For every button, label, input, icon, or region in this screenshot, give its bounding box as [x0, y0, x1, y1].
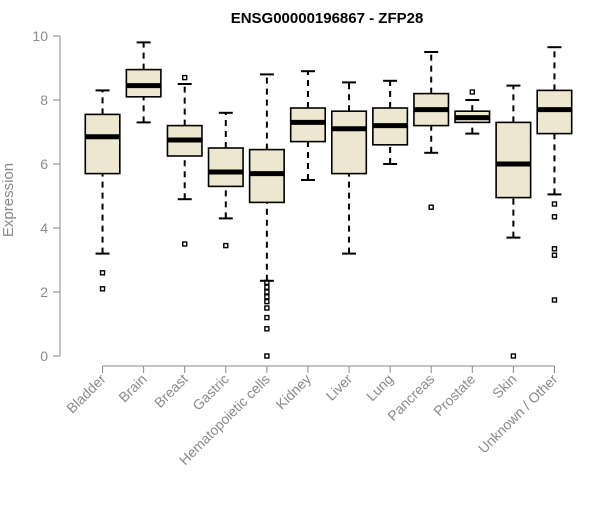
boxes-group — [84, 41, 573, 359]
outlier-4-3 — [264, 294, 270, 300]
x-tick-label-6: Liver — [322, 371, 355, 404]
y-tick-label-0: 0 — [40, 348, 48, 364]
box-rect-0 — [84, 113, 121, 175]
y-tick-label-5: 10 — [32, 28, 48, 44]
box-3 — [207, 111, 244, 249]
outlier-4-5 — [264, 305, 270, 311]
y-tick-label-2: 4 — [40, 220, 48, 236]
outlier-10-0 — [510, 353, 517, 359]
y-tick-label-3: 6 — [40, 156, 48, 172]
chart-title: ENSG00000196867 - ZFP28 — [231, 10, 424, 27]
x-tick-label-0: Bladder — [63, 371, 109, 417]
x-tick-label-5: Kidney — [272, 371, 314, 413]
box-6 — [330, 81, 368, 255]
box-5 — [289, 70, 327, 181]
outlier-11-1 — [551, 214, 558, 220]
x-tick-label-7: Lung — [363, 371, 396, 404]
outlier-2-0 — [182, 74, 188, 81]
outlier-3-0 — [223, 242, 229, 249]
outlier-11-3 — [551, 252, 558, 258]
outlier-4-0 — [264, 279, 270, 286]
y-axis: 0 2 4 6 8 10 — [32, 28, 61, 364]
x-tick-label-1: Brain — [115, 371, 149, 405]
box-9 — [454, 89, 491, 135]
box-10 — [495, 84, 532, 359]
outlier-4-4 — [264, 298, 270, 305]
y-tick-label-4: 8 — [40, 92, 48, 108]
outlier-0-0 — [99, 270, 106, 276]
outlier-4-2 — [264, 289, 270, 295]
box-11 — [536, 46, 573, 303]
outlier-4-1 — [264, 284, 270, 290]
box-8 — [413, 51, 450, 210]
outlier-4-6 — [264, 314, 270, 321]
outlier-11-2 — [551, 246, 558, 252]
x-tick-label-10: Skin — [489, 371, 520, 402]
box-2 — [166, 74, 203, 247]
outlier-11-4 — [551, 297, 558, 303]
outlier-2-1 — [182, 241, 188, 247]
y-tick-label-1: 2 — [40, 284, 48, 300]
outlier-11-0 — [551, 201, 558, 207]
box-4 — [248, 73, 285, 359]
box-0 — [84, 89, 121, 292]
outlier-4-8 — [264, 353, 270, 359]
box-7 — [372, 79, 409, 165]
outlier-9-0 — [469, 89, 475, 95]
outlier-8-0 — [428, 204, 434, 210]
y-axis-label: Expression — [0, 163, 17, 237]
box-rect-6 — [330, 110, 368, 175]
box-1 — [125, 41, 162, 124]
outlier-0-1 — [99, 286, 106, 292]
outlier-4-7 — [264, 326, 270, 332]
box-rect-10 — [495, 121, 532, 199]
x-tick-label-9: Prostate — [430, 371, 478, 419]
x-tick-label-2: Breast — [151, 371, 191, 411]
box-rect-3 — [207, 147, 244, 188]
